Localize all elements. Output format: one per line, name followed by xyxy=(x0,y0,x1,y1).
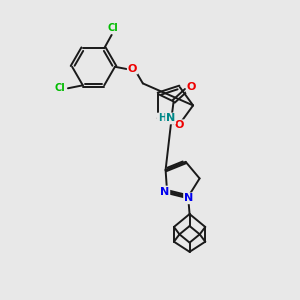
Text: Cl: Cl xyxy=(54,83,65,93)
Text: N: N xyxy=(184,193,193,203)
Text: O: O xyxy=(175,120,184,130)
Text: O: O xyxy=(187,82,196,92)
Text: N: N xyxy=(160,187,169,196)
Text: Cl: Cl xyxy=(108,23,118,33)
Text: O: O xyxy=(128,64,137,74)
Text: N: N xyxy=(166,113,175,123)
Text: H: H xyxy=(158,113,166,123)
